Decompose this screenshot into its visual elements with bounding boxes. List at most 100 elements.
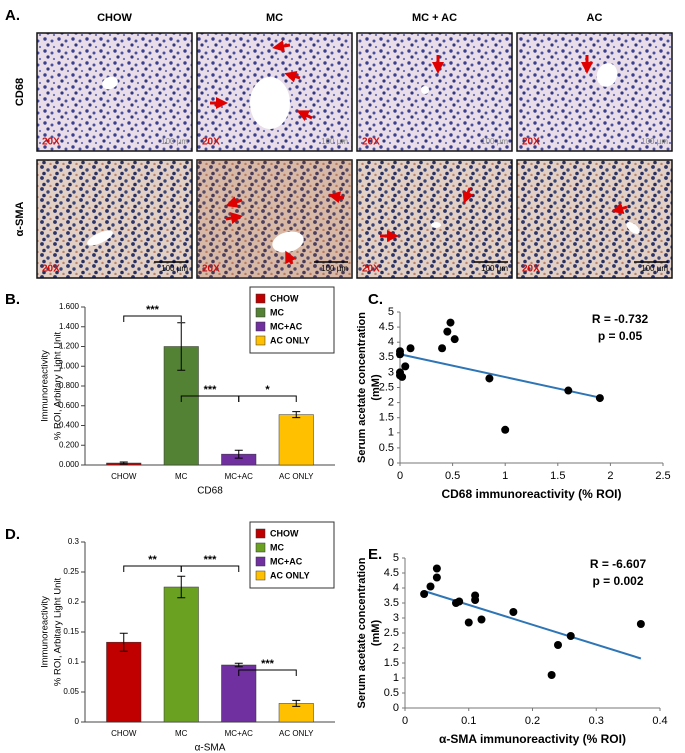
y-tick-label: 0.5 — [384, 687, 399, 699]
legend-label: MC — [270, 542, 284, 552]
data-point — [446, 318, 455, 327]
panel-label: D. — [5, 526, 20, 543]
y-tick-label: 0.2 — [68, 597, 80, 606]
column-header: MC — [266, 12, 283, 24]
vessel — [421, 86, 429, 94]
micrograph — [356, 159, 513, 279]
stain-overlay — [197, 160, 352, 278]
significance-bracket — [123, 565, 182, 572]
vessel — [250, 77, 290, 129]
data-point — [564, 386, 573, 395]
scale-bar-label: 100 µm — [481, 137, 508, 146]
row-label: α-SMA — [14, 202, 26, 237]
significance-bracket — [180, 565, 240, 572]
data-point — [554, 641, 562, 649]
y-tick-label: 1.200 — [59, 342, 80, 351]
magnification: 20X — [202, 137, 220, 148]
x-tick-label: MC — [175, 472, 188, 481]
y-tick-label: 4.5 — [379, 321, 394, 333]
x-axis-label: CD68 immunoreactivity (% ROI) — [441, 487, 621, 501]
y-axis-label: Serum acetate concentration — [356, 557, 368, 708]
y-tick-label: 1.400 — [59, 322, 80, 331]
error-bar — [119, 461, 128, 465]
data-point — [471, 596, 480, 604]
error-bar — [292, 699, 301, 707]
bar — [163, 586, 199, 723]
x-tick-label: AC ONLY — [279, 729, 314, 738]
error-bar — [234, 449, 243, 459]
x-tick-label: 2 — [607, 470, 613, 482]
data-point — [547, 671, 556, 679]
y-tick-label: 0.1 — [68, 657, 80, 666]
legend-swatch — [255, 321, 266, 332]
y-tick-label: 0.800 — [59, 381, 80, 390]
y-axis-label: Immunoreactivity — [40, 596, 51, 668]
legend-swatch — [255, 335, 266, 346]
significance-label: *** — [146, 304, 160, 316]
vessel — [87, 230, 113, 246]
legend-label: CHOW — [270, 293, 299, 303]
scale-bar-label: 100 µm — [321, 264, 348, 273]
arrow — [296, 110, 313, 122]
y-axis-label: % ROI, Arbitary Light Unit — [53, 578, 64, 687]
data-point — [636, 620, 645, 628]
y-axis-label: Immunoreactivity — [40, 350, 51, 422]
magnification: 20X — [202, 264, 220, 275]
vessel — [431, 222, 441, 228]
vessel — [272, 231, 304, 253]
panel-label: B. — [5, 291, 20, 308]
legend-label: MC+AC — [270, 556, 303, 566]
column-header: AC — [587, 12, 603, 24]
data-point — [509, 608, 518, 616]
significance-label: * — [265, 384, 270, 396]
vessel — [596, 63, 618, 87]
data-point — [406, 344, 415, 353]
significance-bracket — [238, 395, 297, 402]
stat-label: R = -0.732 — [592, 312, 649, 326]
data-point — [420, 590, 429, 598]
y-tick-label: 0 — [75, 717, 80, 726]
data-point — [432, 564, 441, 573]
magnification: 20X — [522, 264, 540, 275]
y-tick-label: 4 — [393, 582, 399, 594]
stat-label: p = 0.002 — [592, 574, 643, 588]
significance-label: *** — [204, 554, 218, 566]
y-tick-label: 0.3 — [68, 537, 80, 546]
y-tick-label: 1.5 — [384, 657, 399, 669]
data-point — [401, 362, 410, 371]
column-header: CHOW — [97, 12, 132, 24]
magnification: 20X — [42, 137, 60, 148]
data-point — [450, 335, 459, 344]
legend-label: AC ONLY — [270, 570, 310, 580]
legend-label: MC — [270, 307, 284, 317]
error-bar — [119, 632, 128, 652]
x-tick-label: MC — [175, 729, 188, 738]
scale-bar-label: 100 µm — [321, 137, 348, 146]
data-point — [432, 573, 441, 582]
y-tick-label: 3 — [393, 612, 399, 624]
y-tick-label: 3.5 — [379, 351, 394, 363]
error-bar — [292, 411, 301, 419]
y-tick-label: 0.000 — [59, 460, 80, 469]
y-axis-label: Serum acetate concentration — [356, 312, 368, 463]
micrograph — [196, 159, 353, 279]
micrograph — [516, 159, 673, 279]
x-axis-label: CD68 — [197, 486, 223, 497]
y-tick-label: 0.05 — [63, 687, 79, 696]
x-tick-label: 1 — [502, 470, 508, 482]
y-tick-label: 0.200 — [59, 440, 80, 449]
y-tick-label: 0.25 — [63, 567, 79, 576]
significance-bracket — [123, 315, 182, 322]
x-axis-label: α-SMA immunoreactivity (% ROI) — [439, 732, 626, 746]
error-bar — [177, 575, 186, 599]
arrow — [462, 187, 474, 204]
x-tick-label: MC+AC — [225, 729, 253, 738]
legend-swatch — [255, 556, 266, 567]
y-tick-label: 3.5 — [384, 597, 399, 609]
magnification: 20X — [522, 137, 540, 148]
y-tick-label: 0.5 — [379, 442, 394, 454]
x-tick-label: 0.3 — [589, 715, 604, 727]
panel-label: E. — [368, 546, 382, 563]
x-tick-label: 0 — [402, 715, 408, 727]
legend-swatch — [255, 542, 266, 553]
